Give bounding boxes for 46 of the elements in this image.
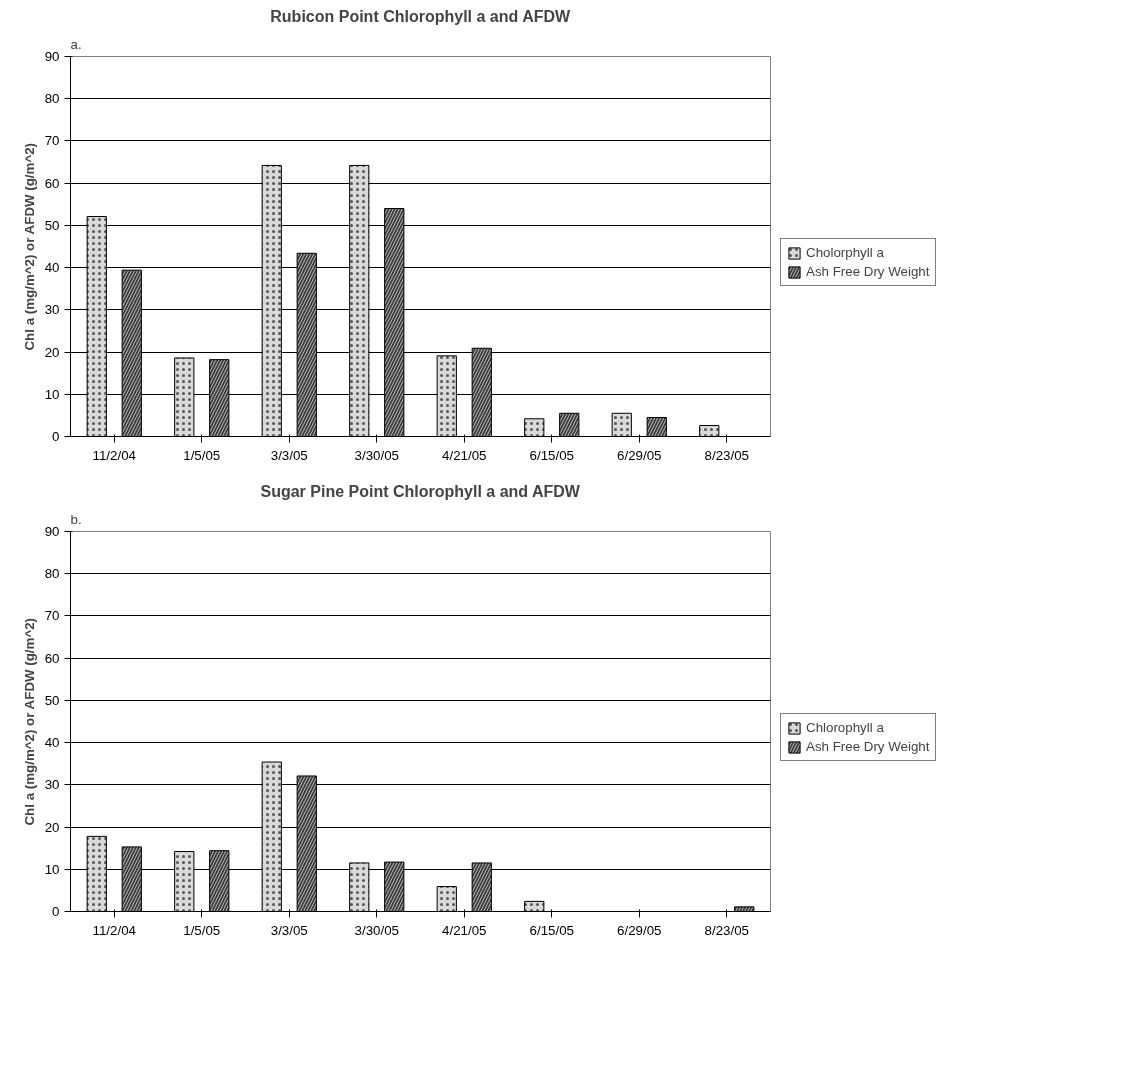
- y-tick-label: 20: [44, 344, 60, 360]
- x-tick-label: 8/23/05: [704, 922, 749, 938]
- x-tick-label: 6/15/05: [529, 447, 574, 463]
- y-axis-title: Chl a (mg/m^2) or AFDW (g/m^2): [21, 617, 37, 826]
- x-tick-label: 8/23/05: [704, 447, 749, 463]
- x-tick-label: 3/30/05: [354, 922, 399, 938]
- y-tick-label: 60: [44, 650, 60, 666]
- x-tick-label: 3/30/05: [354, 447, 399, 463]
- y-tick-label: 40: [44, 735, 60, 751]
- text: a.: [70, 36, 82, 52]
- y-tick-label: 40: [44, 260, 60, 276]
- x-tick-label: 1/5/05: [183, 447, 221, 463]
- y-tick-label: 90: [44, 49, 60, 64]
- legend-label: Ash Free Dry Weight: [806, 264, 930, 279]
- y-tick-label: 70: [44, 608, 60, 624]
- x-tick-label: 11/2/04: [92, 447, 137, 463]
- x-tick-label: 4/21/05: [442, 447, 487, 463]
- legend-label: Cholorphyll a: [806, 245, 884, 260]
- y-tick-label: 30: [44, 302, 60, 318]
- y-tick-label: 10: [44, 861, 60, 877]
- x-tick-label: 1/5/05: [183, 922, 221, 938]
- y-tick-label: 80: [44, 91, 60, 107]
- y-tick-label: 50: [44, 692, 60, 708]
- y-tick-label: 30: [44, 777, 60, 793]
- legend-label: Chlorophyll a: [806, 720, 884, 735]
- x-tick-label: 6/29/05: [617, 922, 662, 938]
- chart-title: Sugar Pine Point Chlorophyll a and AFDW: [260, 482, 581, 500]
- x-tick-label: 11/2/04: [92, 922, 137, 938]
- x-tick-label: 6/29/05: [617, 447, 662, 463]
- x-tick-label: 3/3/05: [270, 922, 308, 938]
- chart-title: Rubicon Point Chlorophyll a and AFDW: [270, 7, 572, 25]
- x-tick-label: 4/21/05: [442, 922, 487, 938]
- y-tick-label: 10: [44, 386, 60, 402]
- text: b.: [70, 511, 82, 527]
- y-tick-label: 60: [44, 175, 60, 191]
- x-tick-label: 3/3/05: [270, 447, 308, 463]
- y-tick-label: 0: [52, 904, 60, 919]
- y-tick-label: 80: [44, 566, 60, 582]
- y-tick-label: 20: [44, 819, 60, 835]
- x-tick-label: 6/15/05: [529, 922, 574, 938]
- y-tick-label: 0: [52, 429, 60, 444]
- y-tick-label: 50: [44, 217, 60, 233]
- y-tick-label: 90: [44, 524, 60, 539]
- y-tick-label: 70: [44, 133, 60, 149]
- legend-label: Ash Free Dry Weight: [806, 739, 930, 754]
- y-axis-title: Chl a (mg/m^2) or AFDW (g/m^2): [21, 142, 37, 351]
